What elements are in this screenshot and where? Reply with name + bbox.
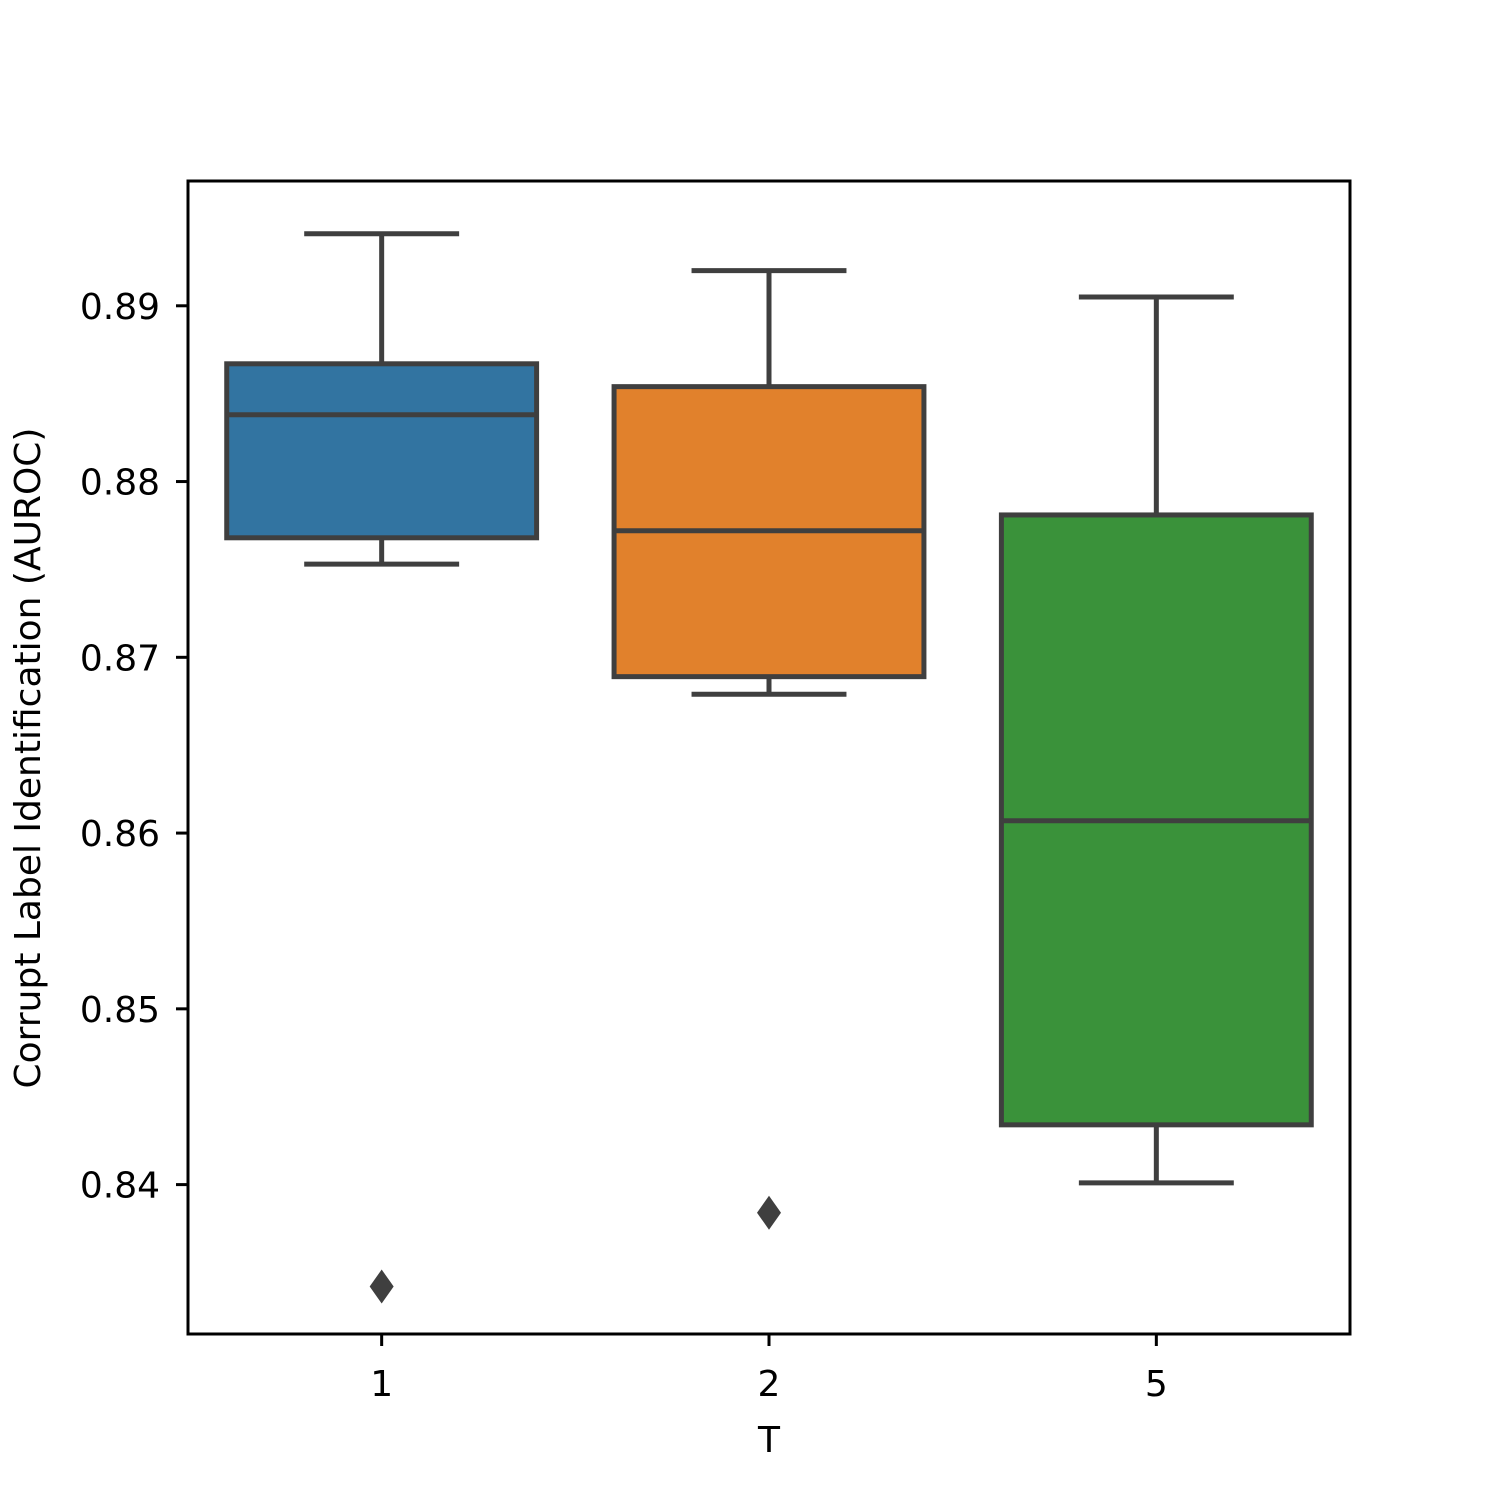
- y-axis-label: Corrupt Label Identification (AUROC): [8, 428, 49, 1089]
- y-tick-label: 0.84: [80, 1166, 160, 1207]
- boxes-layer: [224, 231, 1314, 1304]
- y-tick-label: 0.88: [80, 463, 160, 504]
- box-group-2: [611, 268, 927, 1230]
- x-tick-label: 2: [758, 1364, 781, 1405]
- outlier-point: [757, 1195, 781, 1230]
- outlier-point: [369, 1269, 394, 1304]
- y-axis: 0.84 0.85 0.86 0.87 0.88 0.89: [80, 287, 188, 1207]
- box-group-1: [224, 231, 540, 1304]
- x-axis: 1 2 5: [370, 1334, 1168, 1405]
- x-tick-label: 5: [1145, 1364, 1168, 1405]
- y-tick-label: 0.85: [80, 990, 160, 1031]
- y-tick-label: 0.86: [80, 814, 160, 855]
- y-tick-label: 0.89: [80, 287, 160, 328]
- box-group-5: [998, 294, 1314, 1186]
- x-tick-label: 1: [370, 1364, 393, 1405]
- box-iqr: [224, 361, 540, 541]
- x-axis-label: T: [757, 1420, 781, 1461]
- y-tick-label: 0.87: [80, 638, 160, 679]
